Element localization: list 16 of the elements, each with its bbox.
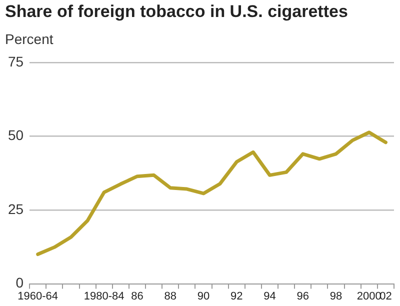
x-tick-label: 2000: [356, 290, 382, 302]
x-tick-label: 1960-64: [18, 290, 58, 302]
x-tick-label: 86: [131, 290, 144, 302]
chart-title: Share of foreign tobacco in U.S. cigarettes: [5, 2, 348, 22]
x-tick-label: 88: [164, 290, 176, 302]
x-tick-label: 94: [264, 290, 276, 302]
x-tick-label: 98: [330, 290, 342, 302]
x-tick-label: 1980-84: [84, 290, 124, 302]
y-tick-label: 50: [8, 127, 24, 144]
x-tick-label: 90: [197, 290, 210, 302]
y-axis-title: Percent: [5, 31, 54, 47]
x-tick-label: 92: [230, 290, 243, 302]
y-tick-label: 0: [16, 274, 24, 291]
y-tick-label: 25: [8, 200, 24, 217]
x-tick-label: 96: [296, 290, 310, 302]
y-tick-label: 75: [8, 53, 24, 70]
